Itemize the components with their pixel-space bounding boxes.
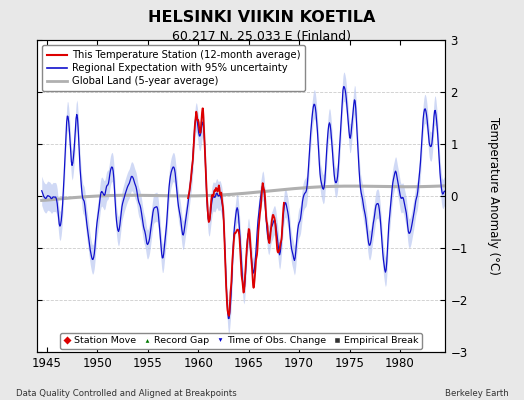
Text: HELSINKI VIIKIN KOETILA: HELSINKI VIIKIN KOETILA: [148, 10, 376, 25]
Text: Berkeley Earth: Berkeley Earth: [444, 389, 508, 398]
Legend: Station Move, Record Gap, Time of Obs. Change, Empirical Break: Station Move, Record Gap, Time of Obs. C…: [60, 333, 422, 349]
Text: Data Quality Controlled and Aligned at Breakpoints: Data Quality Controlled and Aligned at B…: [16, 389, 236, 398]
Y-axis label: Temperature Anomaly (°C): Temperature Anomaly (°C): [487, 117, 500, 275]
Text: 60.217 N, 25.033 E (Finland): 60.217 N, 25.033 E (Finland): [172, 30, 352, 43]
